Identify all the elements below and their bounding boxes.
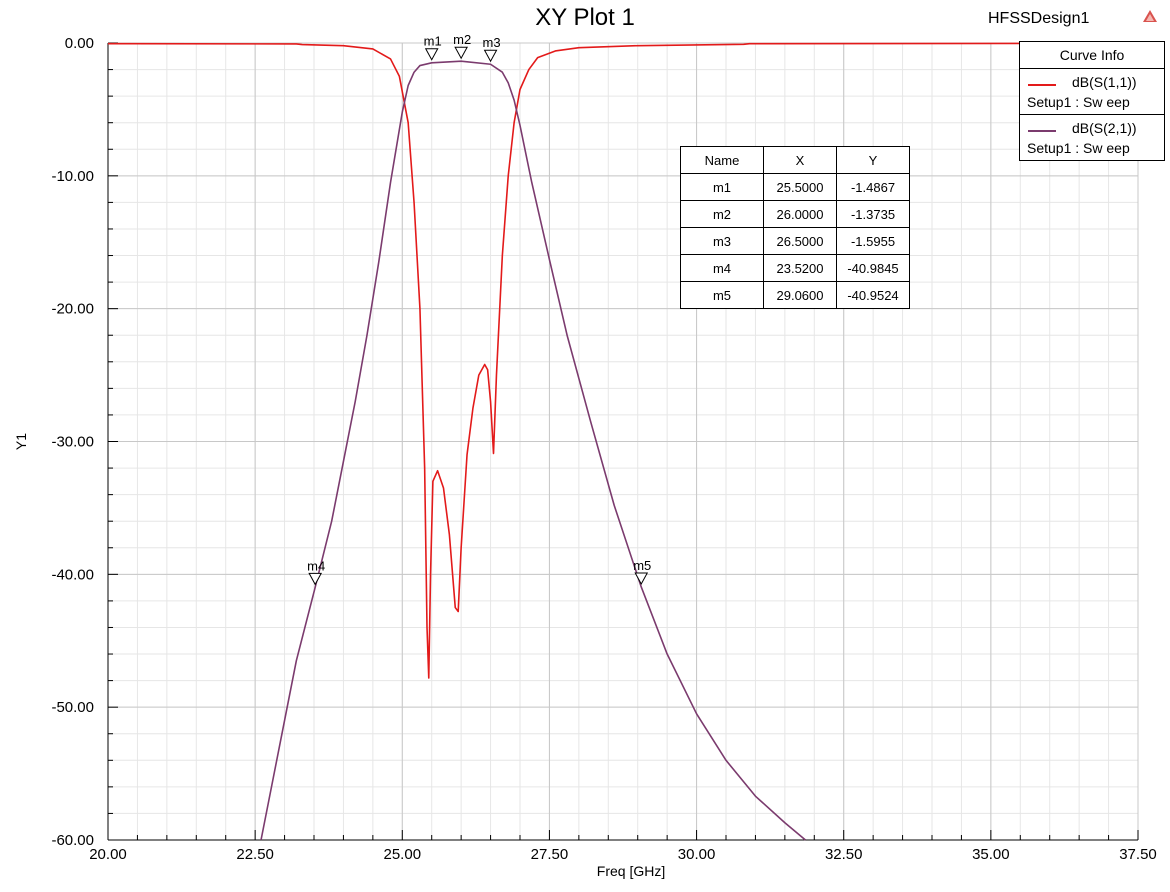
table-row[interactable]: m2 26.0000 -1.3735: [680, 200, 910, 228]
marker-name: m3: [680, 227, 764, 255]
y-tick-label: -30.00: [51, 434, 94, 451]
x-axis-title: Freq [GHz]: [597, 863, 665, 879]
x-tick-label: 25.00: [384, 846, 422, 863]
legend-entry-setup: Setup1 : Sw eep: [1027, 140, 1130, 156]
legend-entry-name: dB(S(1,1)): [1072, 74, 1137, 90]
marker-triangle: [424, 48, 439, 61]
legend-title: Curve Info: [1020, 42, 1164, 69]
legend-entry-setup: Setup1 : Sw eep: [1027, 94, 1130, 110]
table-row[interactable]: m5 29.0600 -40.9524: [680, 281, 910, 309]
y-tick-label: -20.00: [51, 301, 94, 318]
marker-y: -40.9845: [836, 254, 910, 282]
legend-swatch-s11: [1028, 84, 1056, 86]
marker-x: 29.0600: [763, 281, 837, 309]
marker-name: m4: [680, 254, 764, 282]
marker-name: m5: [680, 281, 764, 309]
marker-y: -1.4867: [836, 173, 910, 201]
y-tick-label: -50.00: [51, 699, 94, 716]
marker-x: 25.5000: [763, 173, 837, 201]
marker-triangle: [454, 46, 468, 60]
marker-label: m1: [424, 34, 442, 49]
header-name: Name: [680, 146, 764, 174]
marker-y: -40.9524: [836, 281, 910, 309]
table-row[interactable]: m1 25.5000 -1.4867: [680, 173, 910, 201]
marker-x: 23.5200: [763, 254, 837, 282]
marker-label: m3: [483, 35, 501, 50]
design-name: HFSSDesign1: [988, 10, 1090, 27]
marker-x: 26.0000: [763, 200, 837, 228]
marker-triangle: [483, 49, 498, 63]
x-tick-label: 30.00: [678, 846, 716, 863]
header-x: X: [763, 146, 837, 174]
x-tick-label: 27.50: [531, 846, 569, 863]
curve-info-legend[interactable]: Curve Info dB(S(1,1)) Setup1 : Sw eep dB…: [1019, 41, 1165, 161]
series-line-s21: [260, 60, 806, 841]
marker-table-header: Name X Y: [680, 146, 910, 174]
legend-entry-name: dB(S(2,1)): [1072, 120, 1137, 136]
y-axis-title: Y1: [13, 433, 29, 450]
marker-name: m2: [680, 200, 764, 228]
legend-swatch-s21: [1028, 130, 1056, 132]
marker-name: m1: [680, 173, 764, 201]
y-tick-label: -40.00: [51, 566, 94, 583]
plot-title: XY Plot 1: [535, 4, 635, 31]
legend-entry-s11[interactable]: dB(S(1,1)) Setup1 : Sw eep: [1020, 69, 1164, 115]
header-y: Y: [836, 146, 910, 174]
y-tick-label: -10.00: [51, 168, 94, 185]
marker-label: m5: [633, 558, 651, 573]
x-tick-label: 35.00: [972, 846, 1010, 863]
marker-triangle: [634, 572, 649, 586]
marker-y: -1.5955: [836, 227, 910, 255]
x-tick-label: 20.00: [89, 846, 127, 863]
series-line-s11: [107, 42, 1139, 679]
marker-triangle: [308, 572, 323, 586]
marker-label: m4: [307, 558, 325, 573]
x-tick-label: 22.50: [236, 846, 274, 863]
ansys-logo-icon: [1143, 9, 1157, 27]
x-tick-label: 32.50: [825, 846, 863, 863]
table-row[interactable]: m3 26.5000 -1.5955: [680, 227, 910, 255]
marker-y: -1.3735: [836, 200, 910, 228]
marker-label: m2: [453, 32, 471, 47]
y-tick-label: 0.00: [65, 35, 94, 52]
legend-entry-s21[interactable]: dB(S(2,1)) Setup1 : Sw eep: [1020, 115, 1164, 160]
table-row[interactable]: m4 23.5200 -40.9845: [680, 254, 910, 282]
marker-x: 26.5000: [763, 227, 837, 255]
marker-table[interactable]: Name X Y m1 25.5000 -1.4867 m2 26.0000 -…: [680, 146, 910, 309]
y-tick-label: -60.00: [51, 832, 94, 849]
x-tick-label: 37.50: [1119, 846, 1157, 863]
